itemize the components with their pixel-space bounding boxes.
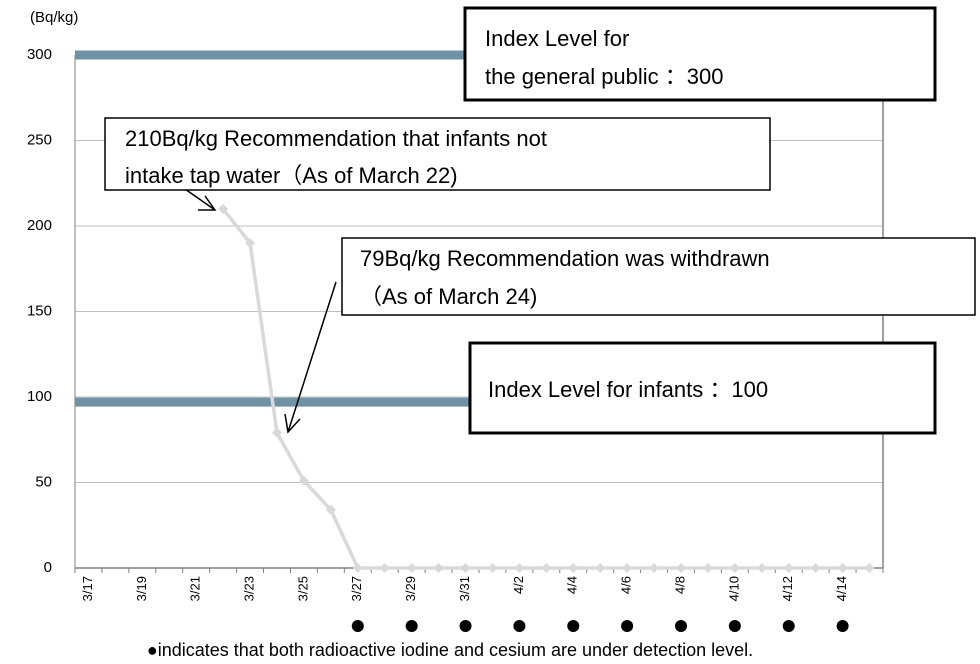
- x-tick-label: 3/31: [457, 576, 472, 601]
- data-point: [406, 563, 417, 573]
- data-point: [702, 563, 713, 573]
- data-point: [245, 238, 256, 249]
- annotation-box: [104, 117, 771, 191]
- data-point: [379, 563, 390, 573]
- data-point: [622, 563, 633, 573]
- x-tick-label: 4/4: [565, 576, 580, 594]
- y-tick-label: 100: [27, 388, 52, 405]
- data-point: [514, 563, 525, 573]
- data-point: [460, 563, 471, 573]
- y-tick-label: 200: [27, 217, 52, 234]
- data-point: [595, 563, 606, 573]
- x-tick-label: 4/12: [780, 576, 795, 601]
- x-tick-label: 3/17: [80, 576, 95, 601]
- data-point: [218, 203, 229, 214]
- detection-dot: [836, 620, 849, 632]
- annotation-box: [341, 237, 976, 316]
- data-point: [325, 504, 336, 515]
- detection-dot: [513, 620, 526, 632]
- data-point: [729, 563, 740, 573]
- detection-dot: [405, 620, 418, 632]
- data-point: [568, 563, 579, 573]
- annotation-box: [463, 6, 937, 102]
- data-point: [676, 563, 686, 573]
- x-tick-label: 3/19: [134, 576, 149, 601]
- x-tick-label: 3/27: [349, 576, 364, 601]
- x-tick-label: 4/8: [672, 576, 687, 594]
- y-tick-label: 300: [27, 46, 52, 63]
- data-point: [433, 563, 444, 573]
- data-point: [352, 563, 363, 573]
- data-point: [864, 563, 875, 573]
- arrow: [284, 281, 337, 434]
- x-tick-label: 4/2: [511, 576, 526, 594]
- data-point: [541, 563, 552, 573]
- detection-dot: [621, 620, 634, 632]
- data-point: [649, 563, 660, 573]
- data-point: [810, 563, 821, 573]
- footnote: ●indicates that both radioactive iodine …: [147, 640, 753, 660]
- x-tick-label: 3/25: [295, 576, 310, 601]
- annotation-box: [468, 341, 937, 435]
- y-tick-label: 50: [35, 473, 52, 490]
- annotation-text: Index Level for infants ：100: [488, 377, 768, 402]
- detection-dot: [782, 620, 795, 632]
- y-tick-label: 0: [44, 559, 52, 576]
- x-tick-label: 4/14: [834, 576, 849, 601]
- data-point: [756, 563, 767, 573]
- annotation-text: （As of March 24): [360, 284, 537, 309]
- y-unit-label: (Bq/kg): [30, 9, 78, 26]
- annotation-text: Index Level for: [485, 26, 629, 51]
- x-tick-label: 3/21: [188, 576, 203, 601]
- detection-dot: [728, 620, 741, 632]
- data-point: [298, 475, 309, 486]
- annotation-text: 210Bq/kg Recommendation that infants not: [125, 126, 547, 151]
- y-tick-label: 150: [27, 302, 52, 319]
- annotation-text: 79Bq/kg Recommendation was withdrawn: [360, 246, 770, 271]
- x-tick-label: 4/10: [726, 576, 741, 601]
- x-tick-label: 3/23: [242, 576, 257, 601]
- annotation-text: intake tap water（As of March 22): [125, 163, 458, 188]
- data-point: [837, 563, 848, 573]
- data-point: [487, 563, 498, 573]
- detection-dot: [675, 620, 687, 632]
- annotation-text: the general public ：300: [485, 64, 724, 89]
- x-tick-label: 3/29: [403, 576, 418, 601]
- detection-dot: [567, 620, 580, 632]
- data-point: [783, 563, 794, 573]
- detection-dot: [351, 620, 364, 632]
- x-tick-label: 4/6: [619, 576, 634, 594]
- data-point: [272, 427, 282, 438]
- detection-dot: [459, 620, 472, 632]
- y-tick-label: 250: [27, 131, 52, 148]
